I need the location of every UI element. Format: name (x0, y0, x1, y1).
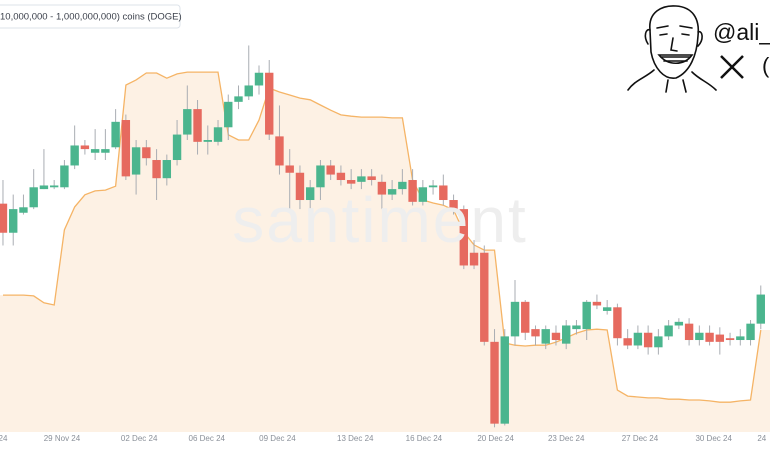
x-tick-label: 29 Nov 24 (44, 434, 81, 443)
candle-body (449, 200, 458, 210)
candle-body (582, 301, 591, 330)
candle-body (654, 336, 663, 348)
candle-body (623, 338, 632, 346)
area-line (3, 71, 762, 403)
candle-body (725, 338, 735, 341)
candle-body (490, 341, 499, 424)
candle-body (70, 145, 79, 166)
candle-body (49, 185, 59, 188)
candle-body (193, 109, 202, 142)
candle-body (377, 181, 387, 195)
candle-body (305, 187, 315, 201)
candle-body (613, 307, 622, 339)
candle-body (142, 147, 151, 159)
candle-body (39, 185, 49, 190)
candle-body (9, 209, 18, 233)
candle-body (265, 72, 274, 135)
candle-body (346, 180, 356, 184)
candle-body (172, 134, 182, 161)
candle-body (521, 301, 530, 333)
x-tick-label: 13 Dec 24 (337, 434, 374, 443)
candle-body (633, 332, 643, 346)
author-handle: @ali_ (713, 19, 770, 45)
candle-body (60, 165, 69, 188)
candle-body (357, 176, 366, 182)
x-logo (720, 55, 744, 79)
candle-body (428, 185, 438, 188)
candle-body (705, 332, 714, 342)
candle-body (695, 332, 704, 341)
candle-body (418, 187, 428, 202)
candle-body (480, 252, 489, 342)
candle-body (111, 121, 120, 148)
watermark: santiment (232, 184, 527, 256)
candle-body (244, 85, 253, 97)
candle-body (295, 172, 305, 201)
area-fill (0, 72, 770, 432)
x-tick-label: 09 Dec 24 (259, 434, 296, 443)
x-tick-label: 24 (757, 434, 766, 443)
candle-body (203, 140, 212, 142)
candle-body (684, 323, 694, 341)
candle-body (234, 96, 243, 102)
x-tick-label: 30 Dec 24 (695, 434, 732, 443)
x-tick-label: 20 Dec 24 (477, 434, 514, 443)
candle-body (316, 165, 325, 188)
candle-body (131, 147, 141, 175)
legend-box (0, 4, 181, 29)
candle-body (439, 185, 448, 201)
candle-body (285, 165, 294, 173)
candle-body (500, 336, 509, 424)
candle-body (367, 176, 376, 181)
candle-body (592, 301, 602, 306)
candle-body (336, 172, 346, 181)
candle-body (162, 160, 172, 179)
plot-area (0, 45, 770, 432)
candle-body (254, 72, 264, 86)
candle-body (224, 101, 233, 128)
candle-body (275, 136, 284, 166)
author-avatar (627, 5, 717, 93)
candle-body (408, 180, 417, 202)
candle-body (183, 109, 192, 135)
candle-body (643, 332, 653, 348)
candle-body (572, 325, 581, 330)
candle-body (213, 127, 223, 142)
x-tick-label: 23 Dec 24 (548, 434, 585, 443)
candle-body (562, 325, 571, 344)
candle-body (510, 301, 520, 337)
candle-body (90, 149, 100, 153)
candle-body (756, 294, 765, 324)
candle-body (531, 329, 540, 337)
candle-body (326, 165, 335, 175)
candle-body (101, 149, 110, 153)
candle-body (0, 203, 8, 233)
candle-body (387, 189, 397, 195)
candle-body (19, 207, 28, 213)
candle-body (152, 160, 161, 179)
x-tick-label: 02 Dec 24 (121, 434, 158, 443)
candle-body (551, 332, 561, 341)
candle-body (459, 209, 469, 266)
candle-body (602, 307, 612, 311)
candle-body (398, 181, 407, 190)
candle-body (121, 120, 131, 177)
candle-body (715, 334, 725, 342)
candle-body (541, 329, 550, 344)
candle-body (674, 321, 684, 326)
candle-body (29, 187, 38, 208)
x-tick-label: 27 Dec 24 (622, 434, 659, 443)
x-tick-label: 06 Dec 24 (189, 434, 226, 443)
author-fragment: ( (762, 53, 770, 78)
x-tick-label: 24 (0, 434, 8, 443)
candle-body (664, 325, 673, 337)
candle-body (469, 252, 479, 266)
x-tick-label: 16 Dec 24 (406, 434, 443, 443)
legend-label: 10,000,000 - 1,000,000,000) coins (DOGE) (0, 12, 182, 23)
candle-body (80, 145, 90, 150)
candle-body (736, 336, 745, 341)
candle-body (746, 323, 755, 341)
